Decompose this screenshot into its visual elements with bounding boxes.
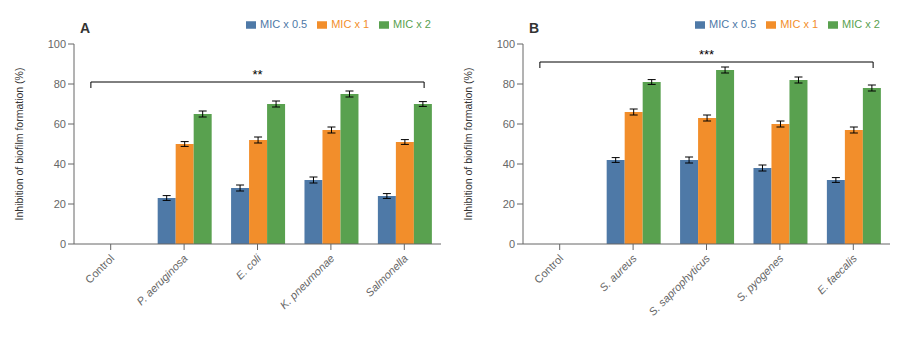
- html-text:MIC x 2: MIC x 2: [842, 18, 880, 30]
- svg-text:80: 80: [54, 78, 66, 90]
- svg-text:S. saprophyticus: S. saprophyticus: [646, 252, 712, 318]
- svg-text:Control: Control: [532, 252, 566, 286]
- svg-text:40: 40: [54, 158, 66, 170]
- svg-text:**: **: [252, 67, 262, 82]
- svg-text:P. aeruginosa: P. aeruginosa: [134, 252, 189, 307]
- svg-text:0: 0: [509, 238, 515, 250]
- svg-text:0: 0: [60, 238, 66, 250]
- svg-text:20: 20: [503, 198, 515, 210]
- svg-text:S. aureus: S. aureus: [597, 252, 639, 294]
- svg-text:80: 80: [503, 78, 515, 90]
- svg-text:100: 100: [48, 38, 66, 50]
- html-text:B: B: [529, 20, 540, 36]
- html-text:MIC x 0.5: MIC x 0.5: [709, 18, 757, 30]
- svg-text:Control: Control: [83, 252, 117, 286]
- html-text:MIC x 2: MIC x 2: [393, 18, 431, 30]
- svg-text:Inhibition of biofilm formatio: Inhibition of biofilm formation (%): [462, 68, 474, 221]
- html-text:MIC x 1: MIC x 1: [780, 18, 819, 30]
- html-text:MIC x 0.5: MIC x 0.5: [260, 18, 308, 30]
- svg-text:***: ***: [699, 47, 714, 62]
- svg-text:E. faecalis: E. faecalis: [815, 252, 860, 297]
- svg-text:100: 100: [497, 38, 515, 50]
- html-text:A: A: [80, 20, 91, 36]
- svg-text:E. coli: E. coli: [233, 252, 263, 282]
- html-text:MIC x 1: MIC x 1: [331, 18, 370, 30]
- svg-text:K. pneumonae: K. pneumonae: [277, 252, 336, 311]
- svg-text:S. pyogenes: S. pyogenes: [734, 252, 786, 304]
- svg-text:40: 40: [503, 158, 515, 170]
- svg-text:60: 60: [503, 118, 515, 130]
- svg-text:60: 60: [54, 118, 66, 130]
- svg-text:Inhibition of biofilm formatio: Inhibition of biofilm formation (%): [13, 68, 25, 221]
- svg-text:20: 20: [54, 198, 66, 210]
- svg-text:Salmonella: Salmonella: [363, 252, 410, 299]
